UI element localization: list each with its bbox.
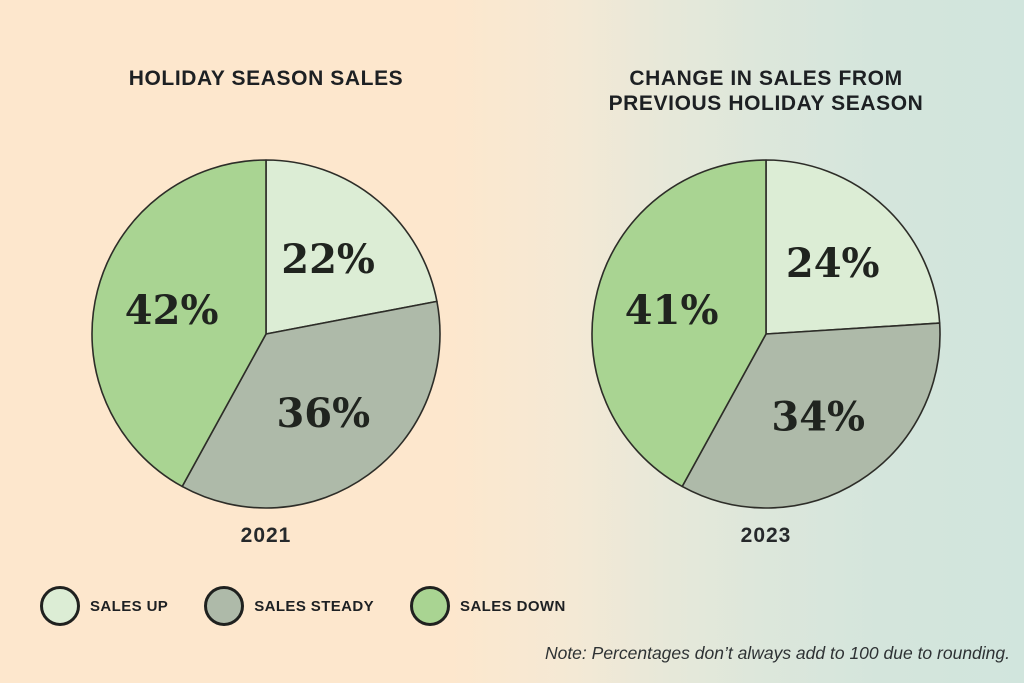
pie-slice-sales-up <box>265 159 438 335</box>
pie-slice-sales-down <box>91 159 267 488</box>
legend-item-sales-down: SALES DOWN <box>410 586 566 626</box>
legend-item-sales-steady: SALES STEADY <box>204 586 374 626</box>
legend-item-sales-up: SALES UP <box>40 586 168 626</box>
pie-svg-2021: 22% 36% 42% <box>91 159 441 509</box>
sales-steady-swatch-icon <box>204 586 245 626</box>
pie-slice-value-label: 34% <box>771 393 865 440</box>
legend-label: SALES UP <box>90 597 169 615</box>
pie-2021: 22% 36% 42% <box>90 158 442 510</box>
legend-label: SALES DOWN <box>460 597 566 615</box>
legend-label: SALES STEADY <box>254 597 375 615</box>
pie-2023: 24% 34% 41% <box>590 158 942 510</box>
year-label-2021: 2021 <box>240 524 292 547</box>
sales-up-swatch-icon <box>40 586 80 626</box>
pie-slice-value-label: 36% <box>276 390 370 437</box>
legend: SALES UP SALES STEADY SALES DOWN <box>40 586 566 626</box>
chart-title-line: CHANGE IN SALES FROM <box>629 67 903 90</box>
pie-slice-value-label: 22% <box>281 236 375 283</box>
chart-title-line: HOLIDAY SEASON SALES <box>128 67 404 90</box>
chart-title-2023: CHANGE IN SALES FROM PREVIOUS HOLIDAY SE… <box>530 66 1002 116</box>
pie-svg-2023: 24% 34% 41% <box>591 159 941 509</box>
rounding-note: Note: Percentages don’t always add to 10… <box>544 643 1010 663</box>
chart-title-2021: HOLIDAY SEASON SALES <box>30 66 502 91</box>
pie-slice-sales-down <box>591 159 767 488</box>
pie-slice-value-label: 41% <box>625 287 719 334</box>
year-label-2023: 2023 <box>740 524 792 547</box>
chart-title-line: PREVIOUS HOLIDAY SEASON <box>608 92 924 115</box>
pie-slice-value-label: 42% <box>125 287 219 334</box>
pie-slice-value-label: 24% <box>786 240 880 287</box>
sales-down-swatch-icon <box>410 586 451 626</box>
pie-slice-sales-up <box>765 159 941 335</box>
pie-slice-sales-steady <box>181 300 441 509</box>
